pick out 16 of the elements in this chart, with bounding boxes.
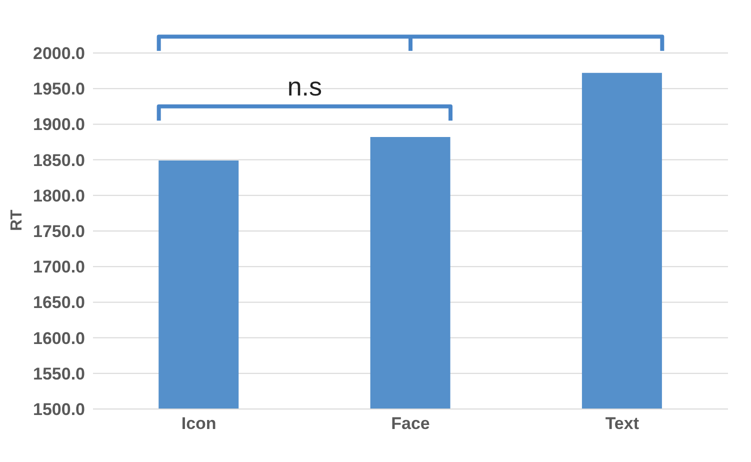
y-axis-title: RT [8, 209, 26, 231]
y-tick-label: 1900.0 [33, 115, 85, 134]
y-tick-label: 1600.0 [33, 328, 85, 348]
y-tick-label: 2000.0 [33, 44, 85, 64]
y-tick-label: 1950.0 [33, 80, 85, 99]
y-tick-label: 1800.0 [33, 186, 85, 206]
y-tick-label: 1650.0 [33, 293, 85, 312]
x-tick-label: Text [605, 414, 640, 434]
y-tick-label: 1850.0 [33, 150, 85, 170]
annotation: n.s [287, 72, 322, 102]
y-tick-label: 1700.0 [33, 258, 85, 277]
y-tick-label: 1550.0 [33, 364, 85, 384]
y-tick-label: 1750.0 [33, 222, 85, 242]
x-tick-label: Face [391, 414, 430, 434]
x-tick-label: Icon [181, 414, 216, 434]
y-tick-label: 1500.0 [33, 400, 85, 420]
